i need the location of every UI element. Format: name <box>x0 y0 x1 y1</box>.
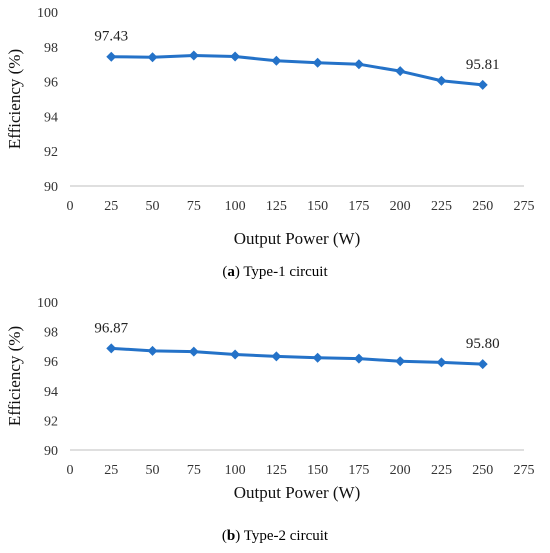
caption-a: (a) Type-1 circuit <box>222 264 328 280</box>
y-tick-label: 90 <box>44 180 58 195</box>
series-line <box>109 54 485 87</box>
data-label: 96.87 <box>94 320 128 336</box>
x-tick-label: 150 <box>307 463 328 478</box>
data-label: 95.80 <box>466 336 500 352</box>
y-tick-label: 92 <box>44 414 58 429</box>
y-tick-label: 94 <box>44 110 58 125</box>
x-tick-label: 150 <box>307 199 328 214</box>
x-tick-label: 125 <box>266 199 287 214</box>
x-tick-label: 50 <box>146 199 160 214</box>
x-tick-label: 125 <box>266 463 287 478</box>
data-point-marker <box>188 50 199 61</box>
x-tick-label: 0 <box>67 463 74 478</box>
data-point-marker <box>271 55 282 66</box>
chart-b: 90 92 94 96 98 100 0 25 50 75 100 125 150 175 200 225 25… <box>5 296 535 502</box>
x-tick-label: 75 <box>187 199 201 214</box>
data-point-marker <box>477 79 488 90</box>
y-tick-label: 98 <box>44 41 58 56</box>
data-point-marker <box>395 66 406 77</box>
data-point-marker <box>106 343 117 354</box>
y-tick-label: 92 <box>44 145 58 160</box>
data-point-marker <box>395 356 406 367</box>
data-point-marker <box>353 59 364 70</box>
y-tick-label: 90 <box>44 444 58 459</box>
data-point-marker <box>312 57 323 68</box>
x-tick-label: 50 <box>146 463 160 478</box>
data-point-marker <box>230 349 241 360</box>
x-axis-title: Output Power (W) <box>234 229 361 248</box>
y-axis-title: Efficiency (%) <box>5 326 24 426</box>
data-point-marker <box>436 357 447 368</box>
series-line <box>109 346 485 366</box>
data-point-marker <box>353 353 364 364</box>
figure-a: 90 92 94 96 98 100 0 25 50 75 100 125 150 175 200 225 25… <box>5 6 535 280</box>
y-tick-label: 100 <box>37 6 58 21</box>
x-tick-label: 275 <box>514 199 535 214</box>
data-label: 97.43 <box>94 29 128 45</box>
x-tick-label: 200 <box>390 463 411 478</box>
x-tick-label: 175 <box>348 463 369 478</box>
y-tick-label: 94 <box>44 385 58 400</box>
caption-b-letter: b <box>226 528 236 544</box>
caption-a-letter: a <box>227 264 235 280</box>
caption-b-text: Type-2 circuit <box>243 528 329 544</box>
chart-a: 90 92 94 96 98 100 0 25 50 75 100 125 150 175 200 225 25… <box>5 6 535 248</box>
x-tick-label: 100 <box>225 199 246 214</box>
data-point-marker <box>188 346 199 357</box>
x-axis-title: Output Power (W) <box>234 483 361 502</box>
y-tick-label: 96 <box>44 355 58 370</box>
x-tick-label: 25 <box>104 199 118 214</box>
x-tick-label: 225 <box>431 199 452 214</box>
x-tick-label: 25 <box>104 463 118 478</box>
data-label: 95.81 <box>466 57 500 73</box>
y-axis-title: Efficiency (%) <box>5 49 24 149</box>
data-point-marker <box>312 352 323 363</box>
y-tick-label: 96 <box>44 76 58 91</box>
x-tick-label: 250 <box>472 199 493 214</box>
data-point-marker <box>147 52 158 63</box>
x-tick-label: 75 <box>187 463 201 478</box>
caption-b: (b) Type-2 circuit <box>221 528 329 544</box>
x-tick-label: 0 <box>67 199 74 214</box>
y-tick-label: 98 <box>44 326 58 341</box>
y-tick-label: 100 <box>37 296 58 311</box>
x-tick-label: 200 <box>390 199 411 214</box>
x-tick-label: 175 <box>348 199 369 214</box>
x-tick-label: 100 <box>225 463 246 478</box>
data-point-marker <box>477 359 488 370</box>
x-tick-label: 275 <box>514 463 535 478</box>
x-tick-label: 225 <box>431 463 452 478</box>
figure-b: 90 92 94 96 98 100 0 25 50 75 100 125 150 175 200 225 25… <box>0 288 550 553</box>
data-point-marker <box>436 75 447 86</box>
data-point-marker <box>147 345 158 356</box>
data-point-marker <box>271 351 282 362</box>
caption-a-text: Type-1 circuit <box>243 264 328 280</box>
data-point-marker <box>106 51 117 62</box>
x-tick-label: 250 <box>472 463 493 478</box>
data-point-marker <box>230 51 241 62</box>
